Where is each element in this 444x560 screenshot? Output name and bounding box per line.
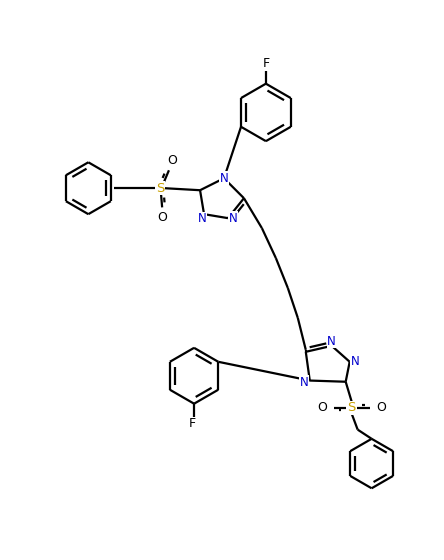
Text: O: O: [157, 211, 167, 224]
Text: S: S: [348, 401, 356, 414]
Text: O: O: [376, 401, 386, 414]
Text: O: O: [317, 401, 328, 414]
Text: N: N: [198, 212, 206, 226]
Text: N: N: [220, 172, 228, 185]
Text: N: N: [351, 355, 360, 368]
Text: N: N: [300, 376, 309, 389]
Text: N: N: [327, 334, 336, 348]
Text: F: F: [189, 417, 196, 430]
Text: N: N: [228, 212, 237, 225]
Text: S: S: [156, 182, 164, 195]
Text: O: O: [167, 154, 177, 167]
Text: F: F: [262, 57, 270, 70]
